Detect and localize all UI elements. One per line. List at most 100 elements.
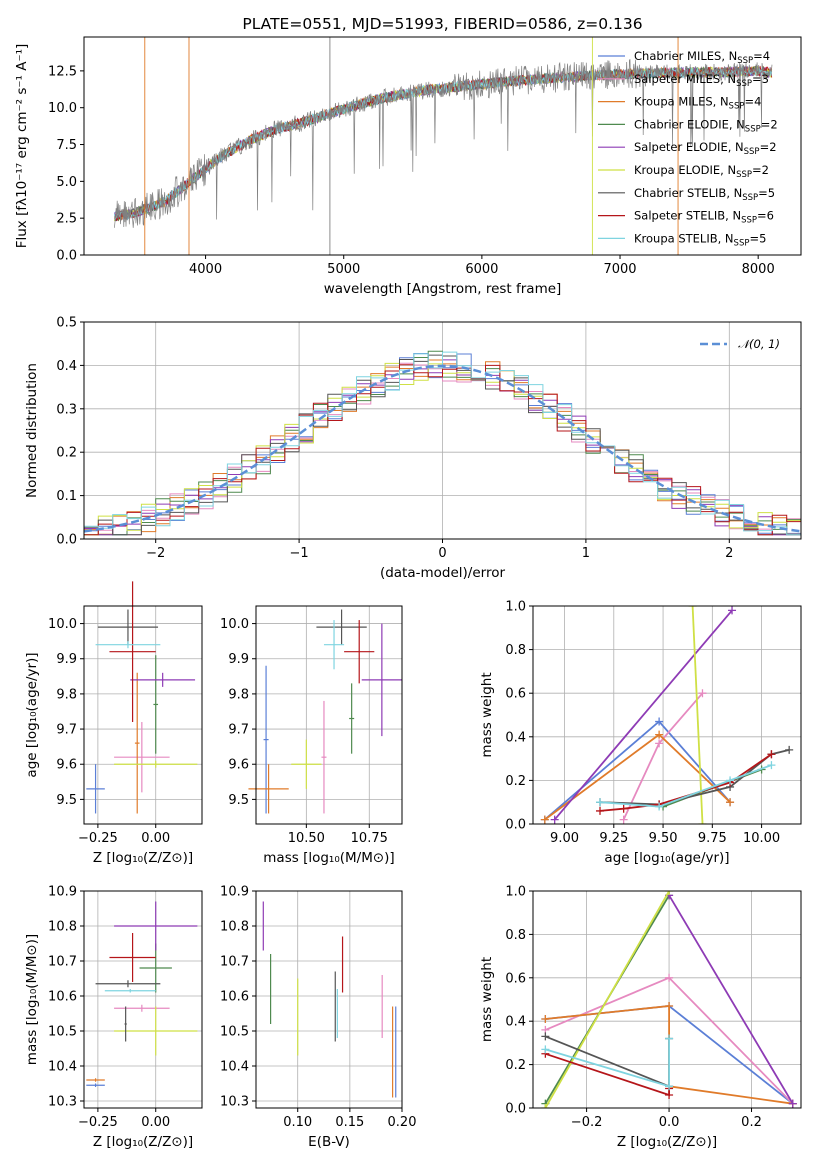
observed-spectrum-line [114, 59, 773, 228]
y-tick-label: 0.5 [56, 316, 77, 331]
legend-subscript: SSP [741, 216, 757, 226]
x-tick-label: 1 [582, 546, 590, 561]
legend-label-2: Kroupa MILES, NSSP=4 [634, 95, 761, 112]
y-tick-label: 0.0 [56, 249, 77, 264]
y-tick-label: 9.8 [228, 687, 249, 702]
weight-line-5 [691, 606, 704, 824]
x-axis-label: age [log₁₀(age/yr)] [604, 850, 729, 866]
legend-subscript: SSP [742, 193, 758, 203]
y-tick-label: 0.3 [56, 402, 77, 417]
y-tick-label: 10.7 [220, 955, 249, 970]
weight-marker-4 [728, 606, 737, 615]
x-tick-label: 6000 [465, 262, 498, 277]
legend-value: =2 [760, 140, 777, 154]
weight-marker-4 [788, 1099, 797, 1108]
axes-frame [532, 605, 802, 825]
weight-marker-7 [619, 804, 628, 813]
y-tick-label: 0.0 [56, 533, 77, 548]
y-tick-label: 10.0 [48, 101, 77, 116]
weight-marker-1 [665, 973, 674, 982]
x-tick-label: 7000 [603, 262, 636, 277]
y-tick-label: 9.6 [56, 758, 77, 773]
x-tick-label: 0.0 [659, 1115, 680, 1130]
weight-marker-8 [665, 1082, 674, 1091]
x-axis-label: (data-model)/error [380, 565, 506, 581]
axes-frame [532, 890, 802, 1109]
legend-subscript: SSP [729, 102, 745, 112]
legend-text: Chabrier ELODIE, N [634, 117, 745, 131]
y-tick-label: 5.0 [56, 175, 77, 190]
weight-marker-8 [665, 1034, 674, 1043]
x-tick-label: −0.25 [78, 831, 118, 846]
legend-label-3: Chabrier ELODIE, NSSP=2 [634, 117, 778, 134]
axes-frame [255, 890, 403, 1109]
x-tick-label: 0.2 [741, 1115, 762, 1130]
y-tick-label: 1.0 [505, 885, 526, 900]
y-tick-label: 10.5 [48, 1025, 77, 1040]
legend-label-8: Kroupa STELIB, NSSP=5 [634, 231, 766, 248]
y-axis-label: Flux [fλ10⁻¹⁷ erg cm⁻² s⁻¹ A⁻¹] [14, 44, 30, 249]
y-axis-label: mass weight [479, 672, 495, 757]
legend-label-5: Kroupa ELODIE, NSSP=2 [634, 163, 769, 180]
legend-text: Salpeter ELODIE, N [634, 140, 744, 154]
weight-marker-7 [767, 750, 776, 759]
y-tick-label: 10.4 [220, 1060, 249, 1075]
y-tick-label: 10.6 [48, 990, 77, 1005]
weight-line-5 [544, 891, 670, 1108]
y-tick-label: 10.6 [220, 990, 249, 1005]
y-tick-label: 0.8 [505, 928, 526, 943]
y-tick-label: 9.5 [56, 793, 77, 808]
y-tick-label: 9.9 [56, 652, 77, 667]
y-tick-label: 0.8 [505, 643, 526, 658]
x-tick-label: 10.75 [351, 831, 388, 846]
legend-value: =6 [757, 209, 774, 223]
normal-reference-curve [83, 364, 802, 533]
legend-subscript: SSP [736, 79, 752, 89]
legend-subscript: SSP [745, 124, 761, 134]
y-tick-label: 10.9 [220, 885, 249, 900]
x-tick-label: 0.15 [335, 1115, 364, 1130]
y-tick-label: 9.5 [228, 793, 249, 808]
weight-line-8 [599, 764, 772, 808]
x-tick-label: 5000 [327, 262, 360, 277]
y-tick-label: 10.0 [220, 617, 249, 632]
y-tick-label: 9.7 [56, 723, 77, 738]
weight-marker-1 [655, 739, 664, 748]
weight-line-4 [668, 894, 794, 1105]
x-tick-label: 0.10 [283, 1115, 312, 1130]
x-axis-label: wavelength [Angstrom, rest frame] [324, 281, 562, 297]
legend-text: Kroupa ELODIE, N [634, 163, 736, 177]
legend-label-6: Chabrier STELIB, NSSP=5 [634, 186, 775, 203]
weight-marker-2 [541, 1015, 550, 1024]
x-tick-label: −1 [290, 546, 309, 561]
legend-subscript: SSP [734, 238, 750, 248]
x-tick-label: −0.2 [571, 1115, 603, 1130]
x-tick-label: 9.25 [599, 831, 628, 846]
weight-marker-1 [698, 689, 707, 698]
x-tick-label: 0.00 [141, 1115, 170, 1130]
y-tick-label: 0.2 [505, 774, 526, 789]
y-tick-label: 0.4 [505, 1015, 526, 1030]
x-axis-label: mass [log₁₀(M/M⊙)] [263, 850, 394, 866]
legend-value: =3 [752, 72, 769, 86]
plot-area [540, 606, 794, 824]
x-tick-label: −2 [146, 546, 165, 561]
y-tick-label: 0.4 [56, 359, 77, 374]
x-tick-label: 9.50 [649, 831, 678, 846]
x-tick-label: 10.50 [288, 831, 325, 846]
legend-text: Salpeter STELIB, N [634, 209, 741, 223]
legend-value: =4 [744, 95, 761, 109]
y-tick-label: 0.0 [505, 818, 526, 833]
y-tick-label: 0.2 [56, 446, 77, 461]
y-tick-label: 10.7 [48, 955, 77, 970]
legend-text: Salpeter MILES, N [634, 72, 736, 86]
y-axis-label: Normed distribution [24, 363, 40, 498]
x-tick-label: 0.20 [388, 1115, 417, 1130]
y-tick-label: 0.2 [505, 1058, 526, 1073]
legend-label-4: Salpeter ELODIE, NSSP=2 [634, 140, 777, 157]
y-tick-label: 10.8 [220, 920, 249, 935]
plot-area [541, 891, 797, 1108]
weight-marker-0 [655, 717, 664, 726]
